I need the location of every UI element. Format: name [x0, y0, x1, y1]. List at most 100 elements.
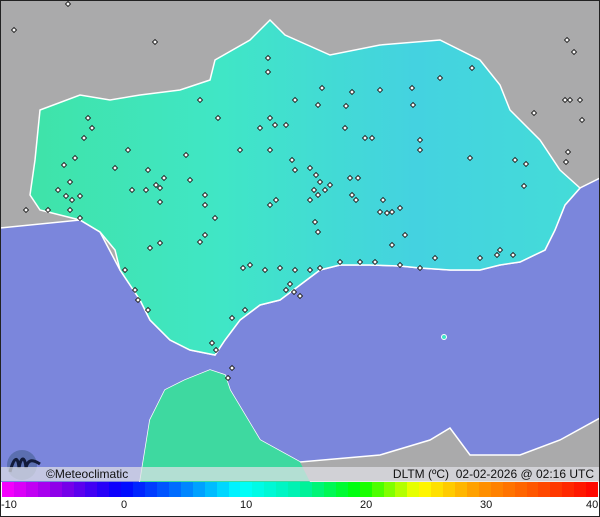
station-marker-icon[interactable] — [276, 264, 284, 272]
station-marker-icon[interactable] — [152, 181, 160, 189]
station-marker-icon[interactable] — [566, 96, 574, 104]
station-marker-icon[interactable] — [201, 191, 209, 199]
station-marker-icon[interactable] — [509, 251, 517, 259]
station-marker-icon[interactable] — [296, 292, 304, 300]
station-marker-icon[interactable] — [321, 186, 329, 194]
station-marker-icon[interactable] — [256, 124, 264, 132]
station-marker-icon[interactable] — [361, 134, 369, 142]
station-marker-icon[interactable] — [379, 196, 387, 204]
station-marker-icon[interactable] — [354, 174, 362, 182]
station-marker-icon[interactable] — [408, 84, 416, 92]
station-marker-icon[interactable] — [142, 186, 150, 194]
station-marker-icon[interactable] — [530, 109, 538, 117]
station-marker-icon[interactable] — [376, 208, 384, 216]
station-marker-icon[interactable] — [88, 124, 96, 132]
station-marker-icon[interactable] — [312, 171, 320, 179]
station-marker-icon[interactable] — [146, 244, 154, 252]
station-marker-icon[interactable] — [156, 239, 164, 247]
station-marker-icon[interactable] — [208, 339, 216, 347]
station-marker-icon[interactable] — [212, 346, 220, 354]
station-marker-icon[interactable] — [522, 160, 530, 168]
station-marker-icon[interactable] — [416, 146, 424, 154]
station-marker-icon[interactable] — [266, 201, 274, 209]
station-marker-icon[interactable] — [282, 286, 290, 294]
station-marker-icon[interactable] — [182, 151, 190, 159]
station-marker-icon[interactable] — [156, 184, 164, 192]
station-marker-icon[interactable] — [151, 38, 159, 46]
station-marker-icon[interactable] — [186, 176, 194, 184]
station-marker-icon[interactable] — [144, 166, 152, 174]
station-marker-icon[interactable] — [128, 186, 136, 194]
station-marker-icon[interactable] — [311, 218, 319, 226]
station-marker-icon[interactable] — [314, 191, 322, 199]
station-marker-icon[interactable] — [396, 261, 404, 269]
station-marker-icon[interactable] — [84, 114, 92, 122]
station-marker-icon[interactable] — [431, 254, 439, 262]
station-marker-icon[interactable] — [371, 258, 379, 266]
station-marker-icon[interactable] — [76, 192, 84, 200]
station-marker-icon[interactable] — [271, 121, 279, 129]
station-marker-icon[interactable] — [22, 206, 30, 214]
station-marker-icon[interactable] — [578, 116, 586, 124]
station-marker-icon[interactable] — [314, 228, 322, 236]
station-marker-icon[interactable] — [239, 264, 247, 272]
station-marker-icon[interactable] — [476, 254, 484, 262]
station-marker-icon[interactable] — [416, 264, 424, 272]
station-marker-icon[interactable] — [66, 206, 74, 214]
station-marker-icon[interactable] — [563, 36, 571, 44]
station-marker-icon[interactable] — [241, 306, 249, 314]
station-marker-icon[interactable] — [80, 134, 88, 142]
station-marker-icon[interactable] — [348, 88, 356, 96]
station-marker-icon[interactable] — [111, 164, 119, 172]
station-marker-icon[interactable] — [201, 201, 209, 209]
station-marker-icon[interactable] — [401, 231, 409, 239]
station-marker-icon[interactable] — [54, 186, 62, 194]
station-marker-icon[interactable] — [352, 196, 360, 204]
station-marker-icon[interactable] — [196, 96, 204, 104]
station-marker-icon[interactable] — [10, 26, 18, 34]
station-marker-icon[interactable] — [66, 178, 74, 186]
station-marker-icon[interactable] — [409, 101, 417, 109]
station-marker-icon[interactable] — [316, 178, 324, 186]
station-marker-icon[interactable] — [266, 146, 274, 154]
station-marker-icon[interactable] — [436, 74, 444, 82]
station-marker-icon[interactable] — [388, 241, 396, 249]
station-marker-icon[interactable] — [341, 124, 349, 132]
station-marker-icon[interactable] — [134, 296, 142, 304]
station-marker-icon[interactable] — [346, 174, 354, 182]
station-marker-icon[interactable] — [144, 306, 152, 314]
station-marker-icon[interactable] — [314, 101, 322, 109]
station-marker-icon[interactable] — [288, 156, 296, 164]
station-marker-icon[interactable] — [60, 161, 68, 169]
station-marker-icon[interactable] — [468, 64, 476, 72]
station-marker-icon[interactable] — [228, 364, 236, 372]
station-marker-icon[interactable] — [290, 288, 298, 296]
station-marker-icon[interactable] — [336, 258, 344, 266]
station-marker-icon[interactable] — [291, 96, 299, 104]
station-marker-icon[interactable] — [160, 174, 168, 182]
station-marker-icon[interactable] — [342, 102, 350, 110]
station-marker-icon[interactable] — [286, 280, 294, 288]
station-marker-icon[interactable] — [306, 196, 314, 204]
station-marker-icon[interactable] — [264, 68, 272, 76]
station-marker-icon[interactable] — [316, 264, 324, 272]
station-marker-icon[interactable] — [570, 48, 578, 56]
station-marker-icon[interactable] — [564, 148, 572, 156]
station-marker-icon[interactable] — [291, 266, 299, 274]
station-marker-icon[interactable] — [121, 266, 129, 274]
station-marker-icon[interactable] — [64, 0, 72, 8]
station-marker-icon[interactable] — [368, 134, 376, 142]
station-marker-icon[interactable] — [310, 186, 318, 194]
station-marker-icon[interactable] — [306, 266, 314, 274]
station-marker-icon[interactable] — [44, 206, 52, 214]
station-marker-icon[interactable] — [348, 191, 356, 199]
station-marker-icon[interactable] — [282, 121, 290, 129]
station-marker-icon[interactable] — [196, 238, 204, 246]
station-marker-icon[interactable] — [396, 204, 404, 212]
station-marker-icon[interactable] — [246, 261, 254, 269]
station-marker-icon[interactable] — [264, 54, 272, 62]
station-marker-icon[interactable] — [306, 164, 314, 172]
station-marker-icon[interactable] — [228, 314, 236, 322]
station-marker-icon[interactable] — [261, 266, 269, 274]
station-marker-icon[interactable] — [466, 154, 474, 162]
